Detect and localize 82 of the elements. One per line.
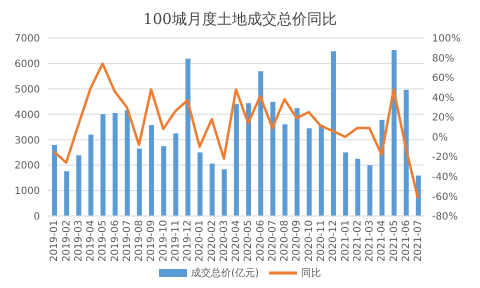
bar	[294, 108, 300, 216]
y2-tick-label: -80%	[432, 212, 458, 223]
y-tick-label: 6000	[14, 58, 40, 70]
bar	[330, 51, 336, 216]
bar	[173, 133, 178, 216]
x-tick-label: 2020-01	[194, 220, 206, 262]
y2-tick-label: 60%	[432, 73, 454, 84]
bar	[100, 114, 106, 216]
bar	[404, 90, 409, 216]
bar	[210, 164, 215, 216]
x-tick-label: 2020-12	[328, 220, 340, 262]
x-tick-label: 2020-11	[316, 220, 328, 262]
bar	[88, 134, 94, 216]
x-tick-label: 2019-05	[98, 220, 109, 262]
line-series	[52, 62, 420, 200]
x-tick-label: 2020-02	[206, 220, 218, 262]
y2-tick-label: 40%	[432, 92, 454, 104]
bar	[367, 165, 372, 216]
bar	[124, 110, 130, 216]
y2-tick-label: -60%	[432, 192, 458, 203]
bar	[270, 102, 276, 216]
bar	[355, 158, 360, 216]
x-tick-label: 2021-02	[352, 220, 364, 262]
bar	[76, 155, 82, 216]
x-tick-label: 2019-12	[182, 220, 194, 262]
y-tick-label: 1000	[14, 186, 40, 198]
y-tick-label: 0	[34, 212, 40, 223]
x-tick-label: 2020-07	[267, 220, 278, 262]
x-tick-label: 2020-03	[218, 220, 230, 262]
bar	[392, 50, 397, 216]
y2-tick-label: 20%	[432, 112, 454, 124]
y-tick-label: 7000	[14, 34, 40, 45]
x-tick-label: 2020-08	[280, 220, 291, 262]
y2-tick-label: 80%	[432, 53, 454, 64]
y-tick-label: 3000	[14, 135, 40, 146]
x-tick-label: 2020-05	[243, 220, 254, 262]
bar	[343, 152, 348, 216]
x-tick-label: 2021-05	[388, 220, 400, 262]
x-tick-label: 2020-04	[231, 220, 242, 262]
bar	[246, 103, 252, 216]
x-tick-label: 2020-10	[304, 220, 315, 262]
y-tick-label: 5000	[14, 84, 40, 96]
bar	[112, 113, 118, 216]
bar	[185, 58, 190, 216]
x-tick-label: 2019-06	[110, 220, 121, 262]
bar	[64, 171, 70, 216]
bar	[258, 71, 264, 216]
bar	[234, 104, 239, 216]
bar	[318, 124, 324, 216]
bar	[52, 145, 57, 216]
x-tick-label: 2021-01	[340, 220, 352, 262]
bar	[222, 169, 227, 216]
bar	[306, 128, 312, 216]
x-tick-label: 2021-04	[376, 220, 388, 262]
chart-title: 100城月度土地成交总价同比	[142, 9, 338, 30]
x-tick-label: 2019-09	[146, 220, 158, 262]
x-tick-label: 2019-07	[122, 220, 133, 262]
x-tick-label: 2019-08	[134, 220, 146, 262]
x-tick-label: 2020-09	[292, 220, 303, 262]
x-tick-label: 2021-03	[364, 220, 376, 262]
bar	[136, 148, 142, 216]
y2-tick-label: -40%	[432, 172, 458, 183]
y-tick-label: 2000	[14, 160, 40, 172]
legend-label: 同比	[300, 266, 321, 280]
x-tick-label: 2020-06	[255, 220, 266, 262]
y2-tick-label: -20%	[432, 152, 458, 164]
y-tick-label: 4000	[14, 110, 40, 121]
x-tick-label: 2019-01	[49, 220, 60, 262]
bar	[149, 124, 154, 216]
legend-label: 成交总价(亿元)	[190, 266, 259, 280]
x-tick-label: 2019-03	[73, 220, 84, 262]
x-tick-label: 2021-06	[400, 220, 412, 262]
y2-tick-label: 0%	[432, 132, 448, 144]
x-tick-label: 2019-10	[158, 220, 170, 262]
bar	[282, 124, 288, 216]
bar	[198, 152, 203, 216]
y2-tick-label: 100%	[432, 34, 461, 45]
x-tick-label: 2019-11	[170, 220, 182, 262]
x-tick-label: 2019-02	[61, 220, 72, 262]
bar	[161, 146, 166, 216]
x-tick-label: 2021-07	[413, 220, 424, 262]
x-tick-label: 2019-04	[86, 220, 97, 262]
